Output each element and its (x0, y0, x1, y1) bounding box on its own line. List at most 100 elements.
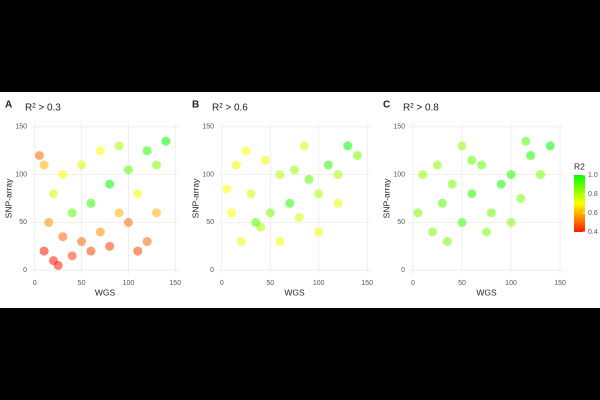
point (142, 237, 152, 247)
point (152, 208, 162, 218)
point (314, 227, 324, 237)
panel-title: R² > 0.8 (403, 103, 439, 114)
point (77, 160, 87, 170)
y-tick-label: 0 (401, 267, 405, 274)
point (58, 170, 68, 180)
point (428, 227, 438, 237)
point (521, 136, 531, 146)
point (123, 165, 133, 175)
point (105, 179, 115, 189)
point (343, 141, 353, 151)
point (482, 227, 491, 237)
point (418, 170, 428, 180)
point (314, 189, 324, 199)
point (486, 208, 496, 218)
panel-title: R² > 0.6 (212, 103, 248, 114)
x-tick-label: 0 (33, 280, 37, 287)
point (526, 150, 536, 160)
point (333, 198, 343, 208)
point (437, 198, 447, 208)
panel-title: R² > 0.3 (25, 103, 61, 114)
x-axis-label: WGS (476, 287, 497, 297)
x-axis-label: WGS (284, 287, 305, 297)
point (231, 160, 241, 170)
x-tick-label: 50 (458, 280, 466, 287)
colorbar-tick-label: 0.4 (588, 229, 598, 236)
point (133, 246, 143, 256)
point (447, 179, 457, 189)
panel-label: C (383, 100, 390, 111)
y-axis-label: SNP-array (190, 178, 200, 218)
point (114, 141, 124, 151)
y-tick-label: 150 (393, 124, 405, 131)
point (442, 237, 452, 247)
y-tick-label: 100 (202, 171, 214, 178)
top-band (0, 0, 600, 92)
x-tick-label: 50 (266, 280, 274, 287)
point (86, 246, 96, 256)
y-tick-label: 50 (206, 219, 214, 226)
point (222, 184, 232, 194)
colorbar-tick-label: 0.6 (588, 210, 598, 217)
x-tick-label: 100 (505, 280, 517, 287)
point (432, 160, 442, 170)
point (152, 160, 162, 170)
x-tick-label: 100 (313, 280, 325, 287)
y-tick-label: 150 (202, 124, 214, 131)
point (251, 217, 261, 227)
x-tick-label: 0 (411, 280, 415, 287)
point (67, 208, 77, 218)
point (260, 155, 270, 165)
point (95, 227, 105, 237)
y-axis-label: SNP-array (3, 178, 13, 218)
point (227, 208, 237, 218)
point (142, 146, 152, 156)
point (506, 170, 516, 180)
point (467, 155, 477, 165)
x-axis-label: WGS (95, 287, 116, 297)
point (467, 189, 477, 199)
point (77, 237, 87, 247)
point (477, 160, 487, 170)
point (48, 189, 58, 199)
point (114, 208, 124, 218)
point (285, 198, 295, 208)
point (457, 141, 467, 151)
y-tick-label: 50 (397, 219, 405, 226)
point (299, 141, 309, 151)
y-axis-label: SNP-array (381, 178, 391, 218)
colorbar-tick-label: 1.0 (588, 172, 598, 179)
point (44, 217, 54, 227)
x-tick-label: 50 (78, 280, 86, 287)
point (506, 217, 516, 227)
x-tick-label: 150 (554, 280, 566, 287)
point (105, 241, 115, 251)
point (39, 246, 49, 256)
point (290, 165, 299, 175)
panel-label: B (192, 100, 199, 111)
y-tick-label: 100 (15, 171, 27, 178)
point (535, 170, 545, 180)
colorbar-title: R2 (574, 161, 585, 171)
y-tick-label: 0 (210, 267, 214, 274)
point (545, 141, 555, 151)
point (275, 170, 285, 180)
point (58, 232, 68, 242)
figure-area (0, 92, 600, 308)
colorbar (574, 175, 585, 232)
point (34, 150, 44, 160)
point (413, 208, 423, 218)
point (304, 174, 314, 184)
point (95, 146, 105, 156)
point (86, 198, 96, 208)
point (67, 251, 77, 261)
point (161, 136, 171, 146)
point (275, 237, 285, 247)
point (236, 237, 246, 247)
y-tick-label: 100 (393, 171, 405, 178)
point (39, 160, 49, 170)
y-tick-label: 50 (19, 219, 27, 226)
x-tick-label: 150 (169, 280, 181, 287)
